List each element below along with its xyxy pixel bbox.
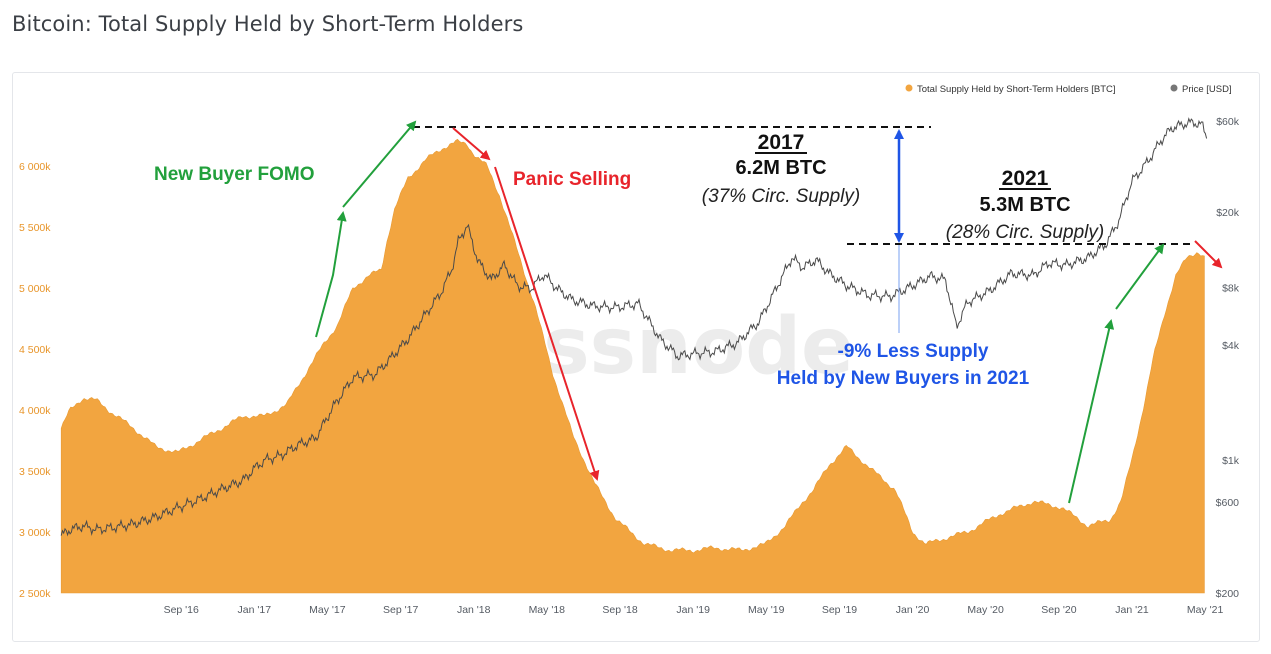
x-tick-label: Jan '20 bbox=[896, 604, 930, 616]
x-tick-label: Sep '17 bbox=[383, 604, 418, 616]
y-right-tick-label: $1k bbox=[1222, 455, 1240, 467]
green-arrow-right-high bbox=[1115, 243, 1165, 310]
fomo-label: New Buyer FOMO bbox=[154, 164, 314, 185]
red-arrow-long bbox=[494, 166, 600, 481]
y-right-tick-label: $8k bbox=[1222, 283, 1240, 295]
x-tick-label: Jan '19 bbox=[676, 604, 710, 616]
btc-2021-label: 5.3M BTC bbox=[979, 194, 1070, 216]
chart-panel: glassnode 2 500k 3 000k 3 500k 4 000k 4 500k… bbox=[12, 72, 1260, 642]
green-arrow-left-high bbox=[342, 120, 417, 208]
red-arrow-right bbox=[1194, 240, 1223, 269]
pct-2021-label: (28% Circ. Supply) bbox=[946, 222, 1104, 243]
price-line bbox=[60, 117, 1208, 537]
less-supply-line1: -9% Less Supply bbox=[838, 341, 989, 362]
x-tick-label: Sep '16 bbox=[164, 604, 199, 616]
y-right-tick-label: $200 bbox=[1216, 588, 1240, 600]
y-right-tick-label: $4k bbox=[1222, 340, 1240, 352]
legend-swatch-price bbox=[1170, 84, 1178, 92]
supply-area bbox=[60, 138, 1205, 594]
y-right-tick-label: $600 bbox=[1216, 497, 1240, 509]
x-tick-label: Jan '18 bbox=[457, 604, 491, 616]
legend-swatch-supply bbox=[905, 84, 913, 92]
y-left-tick-label: 2 500k bbox=[19, 588, 51, 600]
x-tick-label: May '17 bbox=[309, 604, 346, 616]
y-left-tick-label: 4 500k bbox=[19, 344, 51, 356]
less-supply-line2: Held by New Buyers in 2021 bbox=[777, 368, 1030, 389]
green-arrow-right-low bbox=[1068, 319, 1115, 504]
y-left-tick-label: 5 000k bbox=[19, 283, 51, 295]
x-tick-label: Jan '17 bbox=[238, 604, 272, 616]
x-tick-label: Sep '19 bbox=[822, 604, 857, 616]
y-left-tick-label: 3 000k bbox=[19, 527, 51, 539]
y-left-tick-label: 5 500k bbox=[19, 222, 51, 234]
year-2021-label: 2021 bbox=[1002, 167, 1049, 190]
year-2017-label: 2017 bbox=[758, 131, 805, 154]
green-arrow-left-low bbox=[315, 211, 347, 338]
x-tick-label: Sep '18 bbox=[602, 604, 637, 616]
x-tick-label: May '20 bbox=[967, 604, 1004, 616]
y-right-tick-label: $20k bbox=[1216, 207, 1240, 219]
x-tick-label: May '21 bbox=[1187, 604, 1224, 616]
x-tick-label: Sep '20 bbox=[1041, 604, 1076, 616]
pct-2017-label: (37% Circ. Supply) bbox=[702, 186, 860, 207]
btc-2017-label: 6.2M BTC bbox=[735, 157, 826, 179]
y-left-tick-label: 3 500k bbox=[19, 466, 51, 478]
page-title: Bitcoin: Total Supply Held by Short-Term… bbox=[12, 12, 524, 36]
x-tick-label: May '18 bbox=[529, 604, 566, 616]
panic-label: Panic Selling bbox=[513, 169, 631, 190]
y-left-tick-label: 4 000k bbox=[19, 405, 51, 417]
red-arrow-top bbox=[452, 127, 491, 161]
y-left-tick-label: 6 000k bbox=[19, 161, 51, 173]
legend-label-price: Price [USD] bbox=[1182, 84, 1232, 95]
x-tick-label: Jan '21 bbox=[1115, 604, 1149, 616]
legend-label-supply: Total Supply Held by Short-Term Holders … bbox=[917, 84, 1116, 95]
x-tick-label: May '19 bbox=[748, 604, 785, 616]
y-right-tick-label: $60k bbox=[1216, 116, 1240, 128]
